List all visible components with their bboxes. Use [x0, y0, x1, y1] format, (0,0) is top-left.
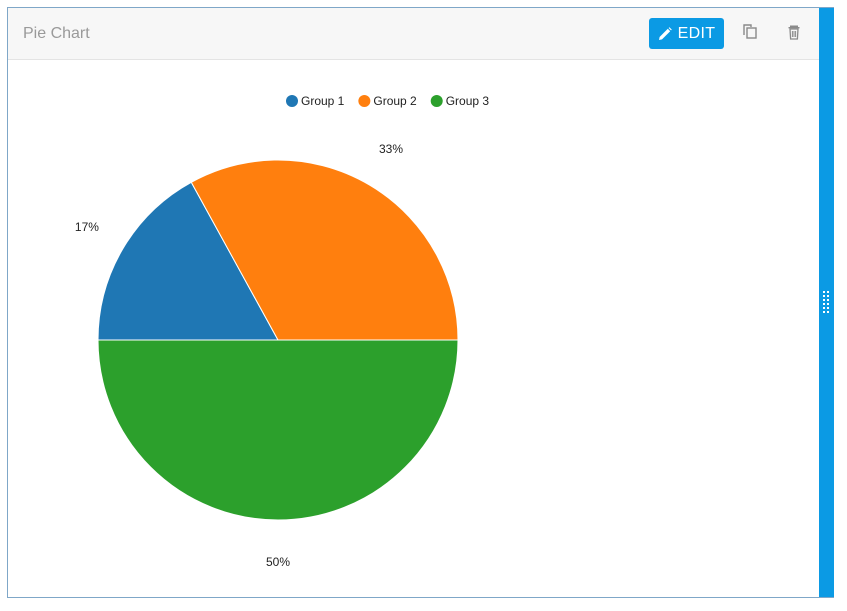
edit-button[interactable]: EDIT [649, 18, 724, 49]
trash-icon [786, 24, 802, 45]
pie-label-group-2: 33% [379, 142, 403, 156]
copy-icon [741, 23, 759, 46]
resize-handle[interactable] [819, 8, 834, 597]
pie-chart-area: Group 1 Group 2 Group 3 17% 33% 50% [8, 60, 819, 597]
grip-icon [823, 291, 830, 315]
legend-label-group-1: Group 1 [301, 94, 345, 108]
legend-marker-group-2 [358, 95, 371, 107]
copy-button[interactable] [740, 23, 760, 46]
chart-widget: Pie Chart EDIT [7, 7, 834, 598]
pie-label-group-1: 17% [75, 220, 99, 234]
widget-title: Pie Chart [23, 25, 90, 42]
pie-slice-group-3[interactable] [97, 339, 459, 521]
legend-marker-group-3 [430, 95, 443, 107]
pie-slice-group-2[interactable] [190, 159, 459, 341]
pie-slice-group-1[interactable] [97, 181, 279, 341]
edit-button-label: EDIT [677, 24, 716, 42]
legend-label-group-3: Group 3 [446, 94, 490, 108]
pie-label-group-3: 50% [266, 555, 290, 569]
pie-chart: Group 1 Group 2 Group 3 17% 33% 50% [75, 94, 490, 569]
pie-slices [97, 159, 459, 521]
legend-label-group-2: Group 2 [373, 94, 417, 108]
chart-legend: Group 1 Group 2 Group 3 [286, 94, 489, 108]
pie-labels: 17% 33% 50% [75, 142, 403, 569]
delete-button[interactable] [784, 24, 804, 44]
pencil-icon [658, 26, 672, 41]
legend-marker-group-1 [286, 95, 298, 107]
widget-header: Pie Chart EDIT [8, 8, 819, 60]
